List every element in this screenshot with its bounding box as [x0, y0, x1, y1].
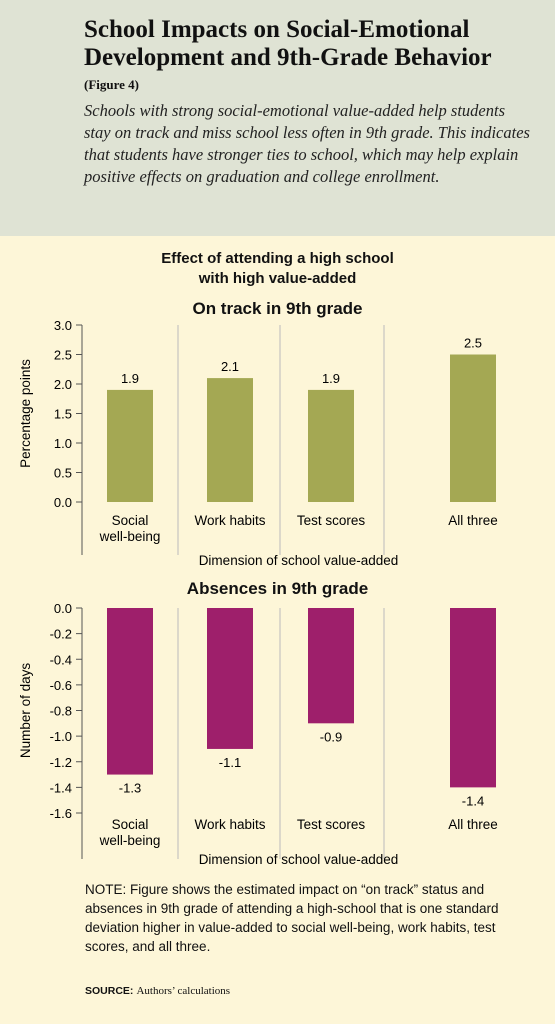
bar: [107, 389, 153, 502]
data-label: 2.1: [221, 359, 239, 374]
category-label: Work habits: [194, 817, 265, 832]
y-axis-label: Number of days: [18, 663, 33, 759]
y-tick-label: 0.5: [54, 466, 72, 481]
bar: [450, 354, 496, 502]
bar: [207, 608, 253, 749]
category-label: Test scores: [297, 513, 366, 528]
y-tick-label: 0.0: [54, 495, 72, 510]
figure-label: (Figure 4): [84, 77, 139, 92]
on-track-chart-title: On track in 9th grade: [192, 299, 363, 318]
data-label: 2.5: [464, 336, 482, 351]
y-tick-label: -0.4: [50, 652, 72, 667]
chart-heading-line-2: with high value-added: [198, 270, 357, 287]
data-label: -1.1: [219, 755, 241, 770]
category-label: well-being: [99, 529, 161, 544]
title-line-2: Development and 9th-Grade Behavior: [84, 44, 492, 71]
y-tick-label: -0.8: [50, 704, 72, 719]
y-tick-label: 1.5: [54, 407, 72, 422]
absences-chart-title: Absences in 9th grade: [186, 579, 369, 598]
y-tick-label: -0.6: [50, 678, 72, 693]
category-label: All three: [448, 513, 498, 528]
on-track-chart: 0.0 0.5 1.0 1.5 2.0 2.5 3.0 1.9 2.1 1.9 2.5 Socialw…: [18, 318, 498, 568]
data-label: 1.9: [322, 371, 340, 386]
data-label: 1.9: [121, 371, 139, 386]
bar: [107, 608, 153, 775]
source-line: SOURCE: Authors’ calculations: [85, 985, 230, 997]
data-label: -1.4: [462, 793, 484, 808]
y-tick-label: 3.0: [54, 318, 72, 333]
chart-heading-line-1: Effect of attending a high school: [161, 250, 394, 267]
y-tick-label: -1.4: [50, 780, 72, 795]
data-label: -1.3: [119, 781, 141, 796]
bar: [308, 608, 354, 724]
category-label: Social: [112, 817, 149, 832]
y-tick-label: 0.0: [54, 601, 72, 616]
category-label: Work habits: [194, 513, 265, 528]
bar: [308, 389, 354, 502]
y-tick-label: 2.5: [54, 348, 72, 363]
bar: [207, 378, 253, 502]
source-label: SOURCE:: [85, 985, 134, 997]
figure-title: School Impacts on Social-Emotional Devel…: [84, 16, 544, 72]
category-label: well-being: [99, 833, 161, 848]
source-text: Authors’ calculations: [136, 985, 231, 997]
figure-subtitle: Schools with strong social-emotional val…: [84, 101, 530, 186]
data-label: -0.9: [320, 729, 342, 744]
category-label: All three: [448, 817, 498, 832]
absences-chart: 0.0 -0.2 -0.4 -0.6 -0.8 -1.0 -1.2 -1.4 -1.6 -1.3 -…: [18, 601, 498, 867]
y-axis-label: Percentage points: [18, 359, 33, 468]
figure-note: NOTE: Figure shows the estimated impact …: [85, 882, 499, 954]
header-panel: School Impacts on Social-Emotional Devel…: [0, 0, 555, 236]
title-line-1: School Impacts on Social-Emotional: [84, 16, 470, 43]
y-tick-label: -0.2: [50, 627, 72, 642]
y-tick-label: -1.6: [50, 806, 72, 821]
category-label: Social: [112, 513, 149, 528]
category-label: Test scores: [297, 817, 366, 832]
y-tick-label: -1.2: [50, 755, 72, 770]
bar: [450, 608, 496, 788]
y-tick-label: 1.0: [54, 436, 72, 451]
y-tick-label: -1.0: [50, 729, 72, 744]
x-axis-label: Dimension of school value-added: [199, 553, 399, 568]
chart-heading: Effect of attending a high school with h…: [0, 249, 555, 289]
x-axis-label: Dimension of school value-added: [199, 852, 399, 867]
y-tick-label: 2.0: [54, 377, 72, 392]
